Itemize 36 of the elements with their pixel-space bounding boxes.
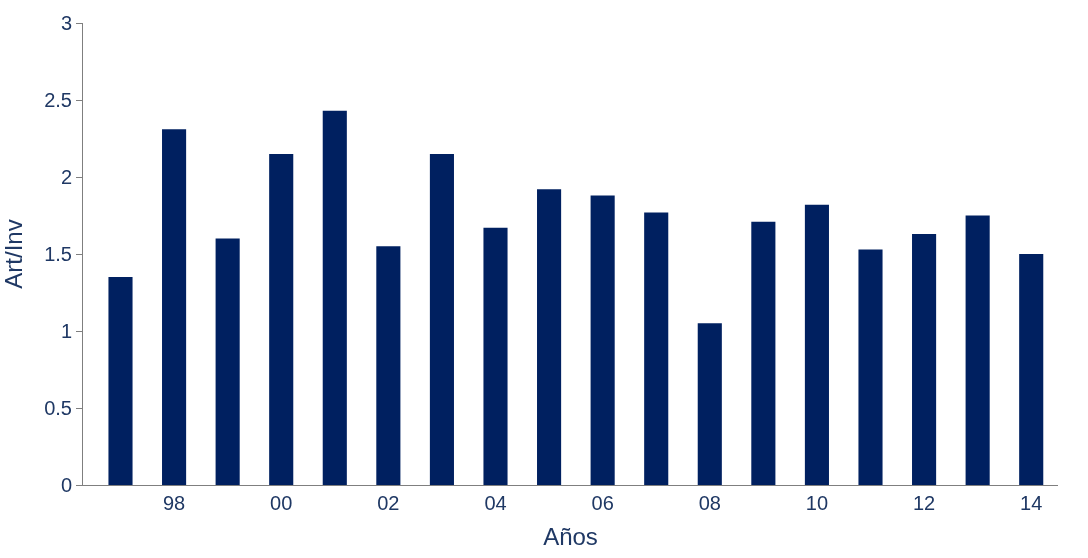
bar [483,227,508,485]
y-tick-label: 2.5 [44,89,72,111]
y-tick-label: 1.5 [44,243,72,265]
x-tick-label: 10 [805,492,829,514]
bar [1019,254,1044,485]
x-tick-label: 04 [484,492,507,514]
x-axis-title: Años [543,523,598,551]
bar [912,233,937,485]
x-tick-label: 06 [591,492,614,514]
bar [697,323,722,485]
y-tick-label: 0.5 [44,397,72,419]
x-tick-label: 14 [1020,492,1043,514]
x-tick-label: 98 [162,492,186,514]
bar [215,238,240,485]
bar [804,204,829,485]
bar [537,189,562,485]
y-tick-label: 0 [60,474,72,496]
x-tick-label: 08 [698,492,721,514]
bar [269,153,294,485]
bar [965,215,990,485]
x-tick-label: 00 [270,492,293,514]
bar [429,153,454,485]
y-tick-label: 1 [60,320,72,342]
y-tick-label: 3 [60,12,72,34]
x-tick-label: 02 [377,492,400,514]
bar [751,221,776,485]
bar [858,249,883,485]
bar [162,129,187,485]
bar [108,277,133,485]
bar [376,246,401,485]
x-tick-label: 12 [912,492,936,514]
y-axis-title: Art/Inv [0,219,27,289]
bar [590,195,615,485]
y-tick-label: 2 [60,166,72,188]
bar [322,110,347,485]
bar [644,212,669,485]
